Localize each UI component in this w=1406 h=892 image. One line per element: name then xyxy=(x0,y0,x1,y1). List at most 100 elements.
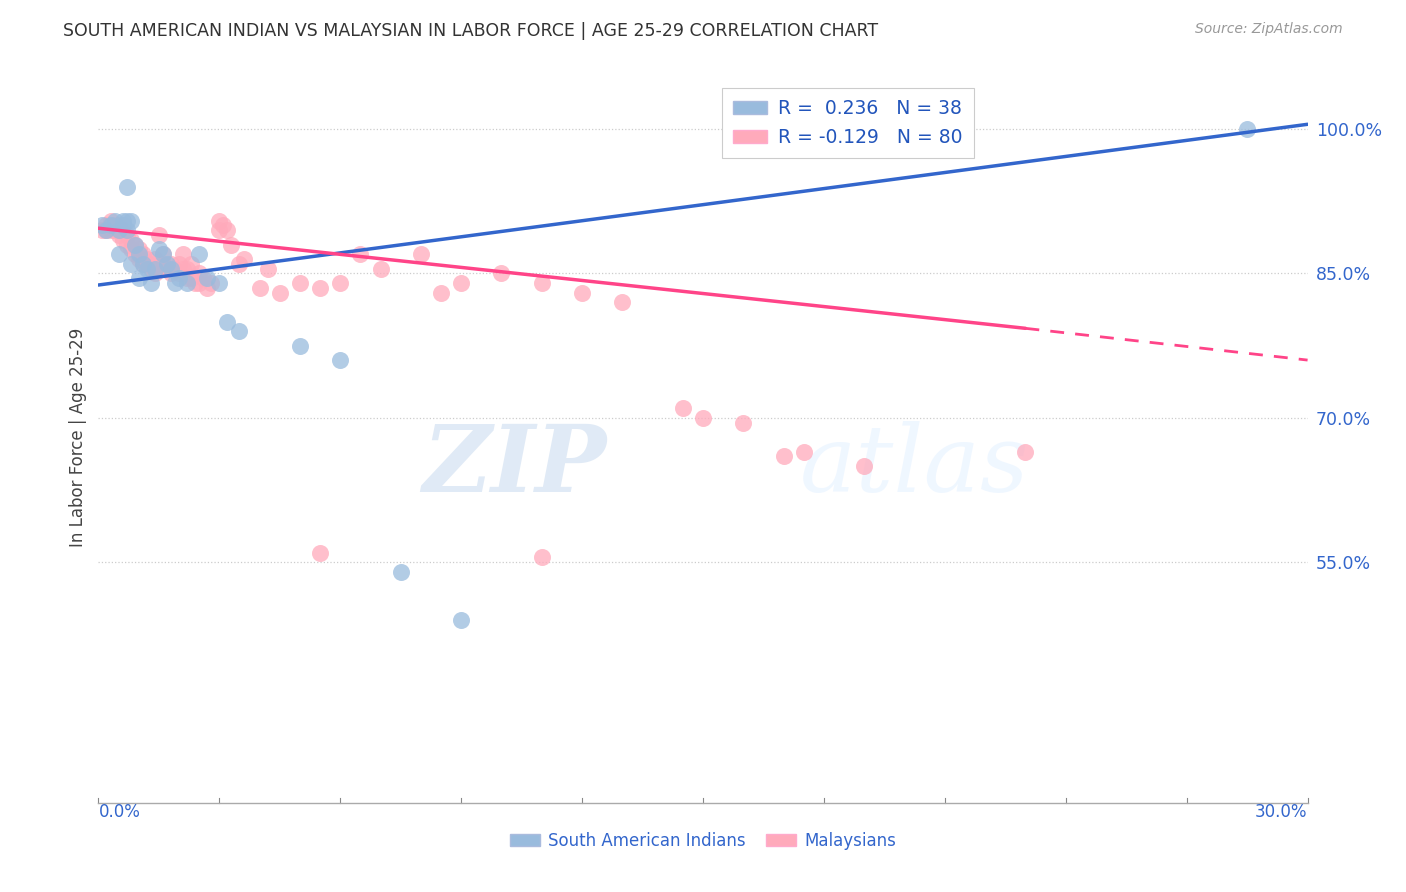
Point xyxy=(124,237,146,252)
Point xyxy=(228,324,250,338)
Point xyxy=(232,252,254,266)
Point xyxy=(143,267,166,281)
Point xyxy=(156,257,179,271)
Point xyxy=(195,281,218,295)
Point xyxy=(176,261,198,276)
Point xyxy=(120,243,142,257)
Point xyxy=(128,252,150,266)
Point xyxy=(256,261,278,276)
Point xyxy=(200,276,222,290)
Point xyxy=(853,458,876,473)
Point xyxy=(120,233,142,247)
Text: Source: ZipAtlas.com: Source: ZipAtlas.com xyxy=(1195,22,1343,37)
Point xyxy=(288,338,311,352)
Point xyxy=(450,276,472,290)
Point xyxy=(349,247,371,261)
Point xyxy=(491,267,513,281)
Point xyxy=(103,213,125,227)
Y-axis label: In Labor Force | Age 25-29: In Labor Force | Age 25-29 xyxy=(69,327,87,547)
Point xyxy=(103,223,125,237)
Point xyxy=(139,276,162,290)
Point xyxy=(135,261,157,276)
Point xyxy=(120,257,142,271)
Point xyxy=(160,267,183,281)
Point xyxy=(208,276,231,290)
Point xyxy=(115,237,138,252)
Point xyxy=(163,261,186,276)
Point xyxy=(180,271,202,285)
Point xyxy=(128,271,150,285)
Point xyxy=(692,410,714,425)
Text: SOUTH AMERICAN INDIAN VS MALAYSIAN IN LABOR FORCE | AGE 25-29 CORRELATION CHART: SOUTH AMERICAN INDIAN VS MALAYSIAN IN LA… xyxy=(63,22,879,40)
Point xyxy=(217,315,239,329)
Point xyxy=(152,247,174,261)
Point xyxy=(188,276,211,290)
Point xyxy=(288,276,311,290)
Point xyxy=(107,227,129,242)
Text: 0.0%: 0.0% xyxy=(98,803,141,821)
Point xyxy=(193,271,215,285)
Point xyxy=(135,257,157,271)
Point xyxy=(103,219,125,233)
Point xyxy=(612,295,634,310)
Point xyxy=(107,223,129,237)
Point xyxy=(309,281,332,295)
Point xyxy=(389,565,412,579)
Point xyxy=(167,257,190,271)
Point xyxy=(107,219,129,233)
Point xyxy=(530,276,553,290)
Point xyxy=(139,261,162,276)
Point xyxy=(672,401,695,416)
Legend: South American Indians, Malaysians: South American Indians, Malaysians xyxy=(503,825,903,856)
Point xyxy=(1236,122,1258,136)
Point xyxy=(163,276,186,290)
Point xyxy=(128,247,150,261)
Point xyxy=(180,257,202,271)
Point xyxy=(143,252,166,266)
Point xyxy=(91,219,114,233)
Point xyxy=(135,252,157,266)
Point xyxy=(100,213,122,227)
Point xyxy=(111,219,134,233)
Point xyxy=(91,223,114,237)
Point xyxy=(188,247,211,261)
Text: 30.0%: 30.0% xyxy=(1256,803,1308,821)
Point xyxy=(450,613,472,627)
Point xyxy=(148,227,170,242)
Point xyxy=(111,223,134,237)
Point xyxy=(329,353,352,368)
Point xyxy=(143,261,166,276)
Point xyxy=(128,243,150,257)
Point xyxy=(329,276,352,290)
Point xyxy=(107,247,129,261)
Point xyxy=(893,132,915,146)
Point xyxy=(111,233,134,247)
Point xyxy=(96,219,118,233)
Point xyxy=(176,276,198,290)
Point xyxy=(100,219,122,233)
Point xyxy=(772,450,794,464)
Point xyxy=(409,247,432,261)
Point xyxy=(208,223,231,237)
Point xyxy=(793,444,815,458)
Point xyxy=(132,257,155,271)
Point xyxy=(221,237,243,252)
Point xyxy=(115,223,138,237)
Point xyxy=(152,247,174,261)
Point xyxy=(160,257,183,271)
Point xyxy=(309,545,332,559)
Point xyxy=(111,213,134,227)
Point xyxy=(115,179,138,194)
Point xyxy=(184,276,207,290)
Point xyxy=(167,267,190,281)
Point xyxy=(249,281,271,295)
Point xyxy=(269,285,291,300)
Point xyxy=(733,416,755,430)
Point xyxy=(172,261,194,276)
Point xyxy=(188,267,211,281)
Point xyxy=(115,213,138,227)
Text: atlas: atlas xyxy=(800,421,1029,511)
Point xyxy=(208,213,231,227)
Point xyxy=(152,257,174,271)
Point xyxy=(132,257,155,271)
